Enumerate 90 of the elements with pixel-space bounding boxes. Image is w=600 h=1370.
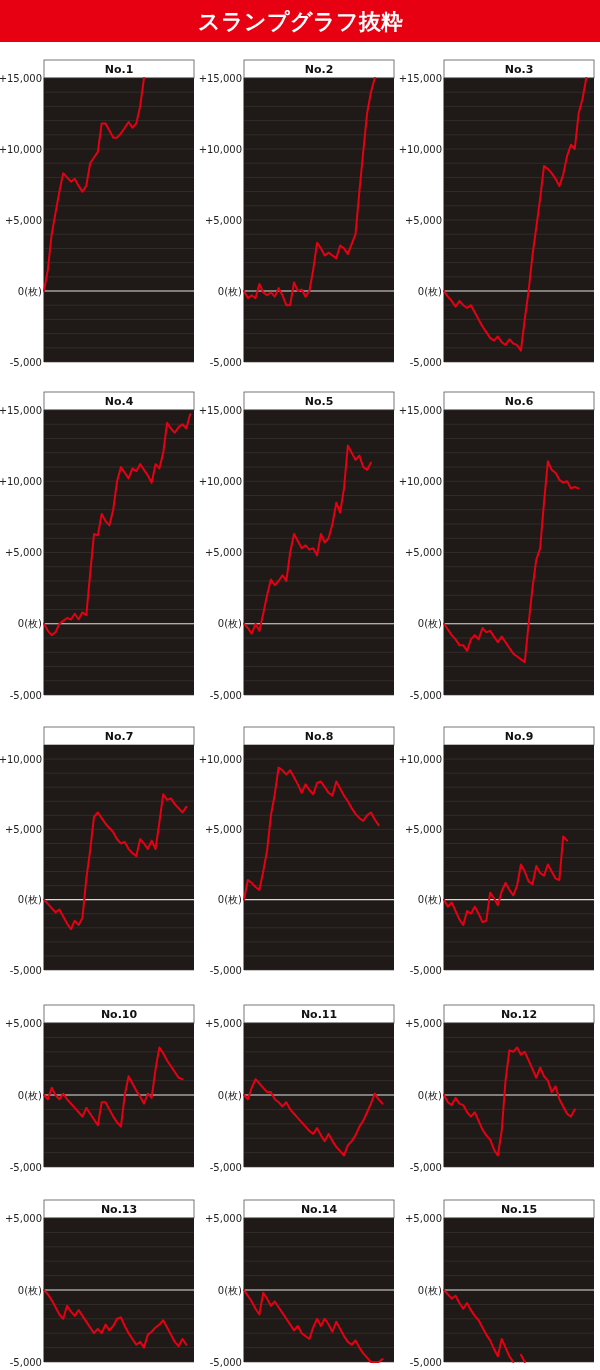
y-tick-label: +5,000 [404,1017,442,1029]
y-tick-label: -5,000 [209,1161,242,1173]
line-series [443,460,580,664]
y-tick-label: 0(枚) [417,894,443,906]
chart-title: No.10 [100,1008,138,1021]
chart-title: No.8 [304,730,334,743]
y-tick-label: -5,000 [9,1356,42,1368]
chart-title: No.11 [300,1008,338,1021]
y-tick-label: 0(枚) [417,618,443,630]
y-tick-label: -5,000 [9,1161,42,1173]
line-series [43,413,192,637]
y-tick-label: 0(枚) [417,1284,443,1296]
y-tick-label: +10,000 [0,143,42,155]
line-series [43,1289,188,1349]
line-series [243,766,380,901]
y-tick-label: -5,000 [209,356,242,368]
chart-title: No.3 [504,63,534,76]
y-tick-label: +10,000 [198,475,242,487]
line-series [43,793,188,931]
y-tick-label: +5,000 [404,823,442,835]
y-tick-label: -5,000 [409,689,442,701]
y-tick-label: -5,000 [409,964,442,976]
y-tick-label: +5,000 [404,214,442,226]
y-tick-label: +5,000 [204,1212,242,1224]
y-tick-label: -5,000 [409,356,442,368]
y-tick-label: 0(枚) [217,285,243,297]
y-tick-label: -5,000 [9,356,42,368]
line-series [443,835,569,926]
y-tick-label: +15,000 [0,404,42,416]
y-tick-label: 0(枚) [417,1089,443,1101]
y-tick-label: 0(枚) [217,894,243,906]
chart-title: No.4 [104,395,134,408]
line-series [43,77,145,292]
y-tick-label: -5,000 [209,1356,242,1368]
y-tick-label: +10,000 [398,753,442,765]
line-series [443,77,588,352]
chart-title: No.7 [104,730,134,743]
chart-title: No.9 [504,730,534,743]
text: スランプグラフ抜粋 [197,9,403,34]
chart-title: No.15 [500,1203,538,1216]
y-tick-label: +15,000 [398,72,442,84]
y-tick-label: +10,000 [398,143,442,155]
y-tick-label: +5,000 [4,1017,42,1029]
y-tick-label: 0(枚) [17,285,43,297]
y-tick-label: 0(枚) [17,1284,43,1296]
y-tick-label: -5,000 [409,1356,442,1368]
y-tick-label: +5,000 [204,214,242,226]
chart-title: No.6 [504,395,534,408]
chart-title: No.14 [300,1203,338,1216]
y-tick-label: +5,000 [204,547,242,558]
y-tick-label: 0(枚) [17,618,43,630]
y-tick-label: +5,000 [4,547,42,558]
y-tick-label: +10,000 [398,475,442,487]
y-tick-label: +10,000 [0,475,42,487]
y-tick-label: +5,000 [404,1212,442,1224]
line-series [43,1046,184,1128]
chart-title: No.2 [304,63,334,76]
y-tick-label: -5,000 [9,964,42,976]
y-tick-label: -5,000 [209,964,242,976]
chart-title: No.5 [304,395,334,408]
y-tick-label: 0(枚) [217,618,243,630]
y-tick-label: -5,000 [9,689,42,701]
y-tick-label: +15,000 [0,72,42,84]
y-tick-label: 0(枚) [217,1284,243,1296]
y-tick-label: +15,000 [198,72,242,84]
line-series [243,444,372,635]
y-tick-label: +5,000 [4,214,42,226]
chart-title: No.1 [104,63,134,76]
y-tick-label: +10,000 [0,753,42,765]
y-tick-label: -5,000 [209,689,242,701]
y-tick-label: +5,000 [204,1017,242,1029]
y-tick-label: +10,000 [198,143,242,155]
line-series [443,1046,576,1157]
line-series [243,77,376,307]
y-tick-label: +15,000 [198,404,242,416]
chart-title: No.12 [500,1008,538,1021]
y-tick-label: +10,000 [198,753,242,765]
y-tick-label: +15,000 [398,404,442,416]
y-tick-label: +5,000 [204,823,242,835]
y-tick-label: -5,000 [409,1161,442,1173]
y-tick-label: +5,000 [4,823,42,835]
y-tick-label: 0(枚) [17,894,43,906]
line-series [243,1289,384,1363]
y-tick-label: 0(枚) [417,285,443,297]
chart-title: No.13 [100,1203,138,1216]
y-tick-label: 0(枚) [217,1089,243,1101]
y-tick-label: 0(枚) [17,1089,43,1101]
line-series [243,1078,384,1157]
y-tick-label: +5,000 [404,547,442,558]
y-tick-label: +5,000 [4,1212,42,1224]
